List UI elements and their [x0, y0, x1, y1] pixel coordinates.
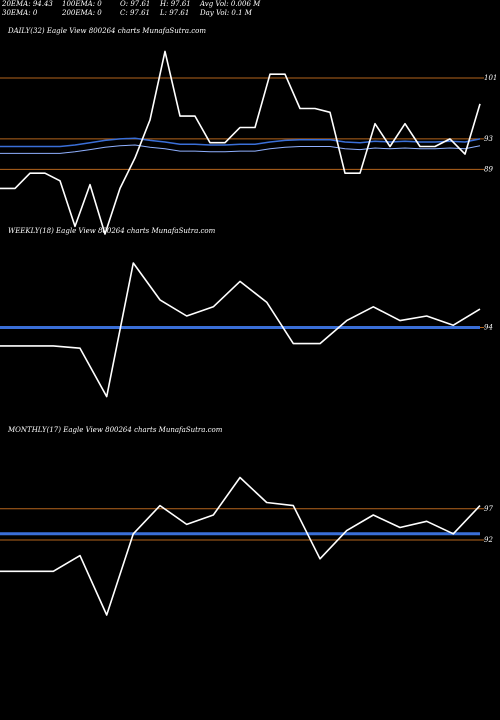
daily-ema-line-2: [0, 144, 481, 154]
day-vol-label: Day Vol: 0.1 M: [200, 9, 252, 17]
daily-price-line: [0, 50, 481, 235]
high-label: H: 97.61: [160, 0, 191, 8]
daily-level-label-93: 93: [484, 135, 493, 143]
ema200-label: 200EMA: 0: [62, 9, 102, 17]
daily-chart-title: DAILY(32) Eagle View 800264 charts Munaf…: [8, 27, 207, 35]
daily-ema-line: [0, 137, 481, 148]
open-label: O: 97.61: [120, 0, 151, 8]
monthly-price-line: [0, 476, 481, 616]
monthly-chart-title: MONTHLY(17) Eagle View 800264 charts Mun…: [8, 426, 223, 434]
ema20-label: 20EMA: 94.43: [2, 0, 53, 8]
avg-vol-label: Avg Vol: 0.006 M: [200, 0, 261, 8]
weekly-price-line: [0, 262, 481, 398]
monthly-level-label-92: 92: [484, 536, 493, 544]
weekly-level-label-94: 94: [484, 324, 493, 332]
close-label: C: 97.61: [120, 9, 150, 17]
low-label: L: 97.61: [160, 9, 190, 17]
ema100-label: 100EMA: 0: [62, 0, 102, 8]
daily-level-label-89: 89: [484, 165, 493, 173]
weekly-chart-title: WEEKLY(18) Eagle View 800264 charts Muna…: [8, 227, 216, 235]
monthly-level-label-97: 97: [484, 505, 493, 513]
daily-level-label-101: 101: [484, 74, 497, 82]
ema30-label: 30EMA: 0: [2, 9, 38, 17]
